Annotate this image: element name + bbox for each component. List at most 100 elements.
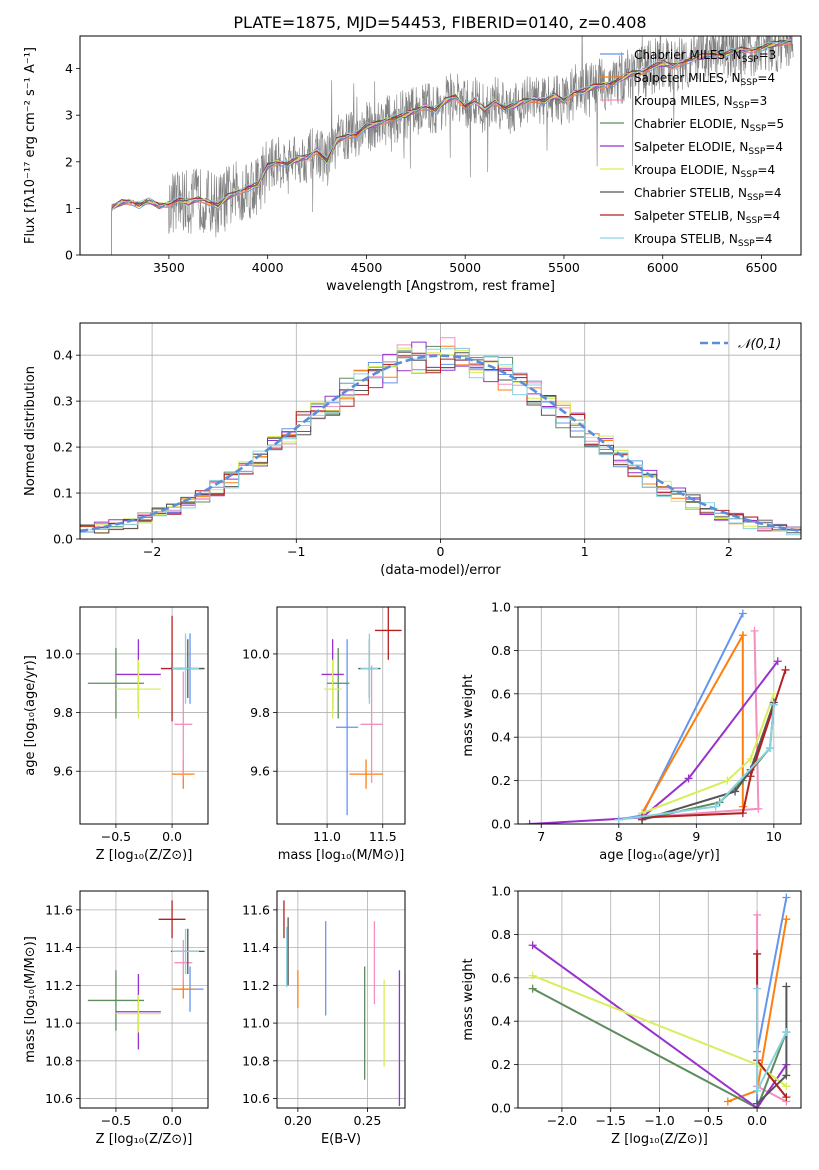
panel-age-vs-mass: 11.0 11.5 9.6 9.8 10.0 mass [log₁₀(M/M⊙)] xyxy=(242,606,406,863)
legend-entry: Kroupa STELIB, NSSP=4 xyxy=(634,232,772,249)
axes-frame xyxy=(79,606,209,825)
y-tick-label: 10.0 xyxy=(45,646,73,661)
y-tick-label: 0 xyxy=(65,248,73,263)
y-tick-label: 0.2 xyxy=(491,773,511,788)
weight-marker xyxy=(753,1099,762,1108)
weight-marker xyxy=(782,893,791,902)
y-tick-label: 10.6 xyxy=(242,1091,270,1106)
model-line-kroupa-stelib xyxy=(111,39,792,207)
legend-value: =4 xyxy=(765,140,783,154)
x-tick-label: −1.0 xyxy=(644,1113,674,1128)
x-tick-label: −1 xyxy=(287,544,305,559)
weight-line-chabrier-miles xyxy=(618,613,744,821)
y-tick-label: 0.0 xyxy=(491,1101,511,1116)
y-tick-label: 0.4 xyxy=(53,348,73,363)
weight-marker xyxy=(711,802,720,811)
x-tick-label: −0.5 xyxy=(101,1113,131,1128)
legend-entry: Chabrier MILES, NSSP=3 xyxy=(634,48,776,65)
weight-marker xyxy=(765,744,774,753)
y-tick-label: 2 xyxy=(65,154,73,169)
plot-area xyxy=(87,900,205,1050)
y-axis-label: age [log₁₀(age/yr)] xyxy=(23,655,38,776)
legend-value: =4 xyxy=(757,163,775,177)
plot-area xyxy=(525,609,790,824)
weight-marker xyxy=(753,949,762,958)
x-tick-label: 0.0 xyxy=(747,1113,767,1128)
legend-sub: SSP xyxy=(741,170,758,180)
x-tick-label: 6500 xyxy=(746,260,778,275)
y-tick-label: 10.8 xyxy=(242,1053,270,1068)
weight-marker xyxy=(684,774,693,783)
weight-line-salpeter-miles xyxy=(641,631,744,814)
x-tick-label: 10 xyxy=(766,829,782,844)
weight-marker xyxy=(528,971,537,980)
weight-line-salpeter-elodie xyxy=(529,660,779,824)
weight-marker xyxy=(746,772,755,781)
legend-label: Salpeter MILES, N xyxy=(634,71,741,85)
legend-sub: SSP xyxy=(747,193,764,203)
legend-sub: SSP xyxy=(738,239,755,249)
x-tick-label: 0.0 xyxy=(162,1113,182,1128)
panel-age-vs-Z: −0.5 0.0 9.6 9.8 10.0 Z [log₁₀(Z/Z⊙)] age [log… xyxy=(23,606,209,863)
y-tick-label: 11.0 xyxy=(45,1016,73,1031)
legend-value: =4 xyxy=(764,186,782,200)
legend-value: =5 xyxy=(766,117,784,131)
y-tick-label: 10.0 xyxy=(242,646,270,661)
axes-frame xyxy=(276,606,406,825)
y-tick-label: 11.2 xyxy=(45,978,73,993)
weight-marker xyxy=(753,984,762,993)
weight-marker xyxy=(782,1071,791,1080)
plot-area xyxy=(283,900,401,1107)
weight-marker xyxy=(525,820,534,824)
weight-marker xyxy=(614,815,623,824)
x-axis-label: E(B-V) xyxy=(321,1132,361,1147)
plot-area xyxy=(87,615,205,789)
weight-marker xyxy=(753,1086,762,1095)
y-tick-label: 10.6 xyxy=(45,1091,73,1106)
x-tick-label: 1 xyxy=(581,544,589,559)
panel-mass-vs-Z: −0.5 0.0 10.6 10.8 11.0 11.2 11.4 11.6 Z [log₁₀(… xyxy=(23,890,209,1147)
weight-marker xyxy=(781,665,790,674)
x-tick-label: 0 xyxy=(437,544,445,559)
weight-marker xyxy=(773,657,782,666)
x-tick-label: −2.0 xyxy=(547,1113,577,1128)
axes-frame xyxy=(79,35,802,256)
figure-title: PLATE=1875, MJD=54453, FIBERID=0140, z=0… xyxy=(233,13,646,32)
y-tick-label: 0.8 xyxy=(491,927,511,942)
weight-marker xyxy=(738,809,747,818)
y-tick-label: 0.1 xyxy=(53,486,73,501)
weight-line-kroupa-stelib xyxy=(618,704,775,821)
x-tick-label: −1.5 xyxy=(596,1113,626,1128)
histogram-chabrier-elodie xyxy=(80,345,801,530)
weight-marker xyxy=(528,984,537,993)
legend-sub: SSP xyxy=(746,216,763,226)
legend-entry: Salpeter STELIB, NSSP=4 xyxy=(634,209,780,226)
weight-line-chabrier-elodie xyxy=(532,987,788,1108)
y-tick-label: 9.6 xyxy=(53,764,73,779)
legend-value: =4 xyxy=(755,232,773,246)
y-tick-label: 11.4 xyxy=(45,940,73,955)
y-tick-label: 11.2 xyxy=(242,978,270,993)
x-tick-label: −0.5 xyxy=(693,1113,723,1128)
axes-frame xyxy=(79,890,209,1109)
plot-area xyxy=(321,607,402,816)
x-axis-label: (data-model)/error xyxy=(380,563,501,578)
y-axis-label: mass weight xyxy=(461,674,476,756)
weight-marker xyxy=(782,1028,791,1037)
x-axis-label: Z [log₁₀(Z/Z⊙)] xyxy=(96,848,193,863)
legend-entry: 𝒩(0,1) xyxy=(738,337,781,352)
y-tick-label: 9.6 xyxy=(250,764,270,779)
legend-label: Salpeter STELIB, N xyxy=(634,209,746,223)
panel-weight-vs-Z: −2.0 −1.5 −1.0 −0.5 0.0 0.0 0.2 0.4 0.6 0.8 1.0 Z [… xyxy=(461,884,802,1147)
y-tick-label: 9.8 xyxy=(53,705,73,720)
legend-sub: SSP xyxy=(750,124,767,134)
weight-line-salpeter-stelib xyxy=(642,669,787,819)
weight-marker xyxy=(746,754,755,763)
y-tick-label: 1.0 xyxy=(491,884,511,899)
y-axis-label: Normed distribution xyxy=(23,366,38,496)
x-tick-label: 11.5 xyxy=(369,829,397,844)
weight-line-kroupa-miles xyxy=(642,630,760,819)
legend-value: =3 xyxy=(759,48,777,62)
weight-marker xyxy=(769,689,778,698)
